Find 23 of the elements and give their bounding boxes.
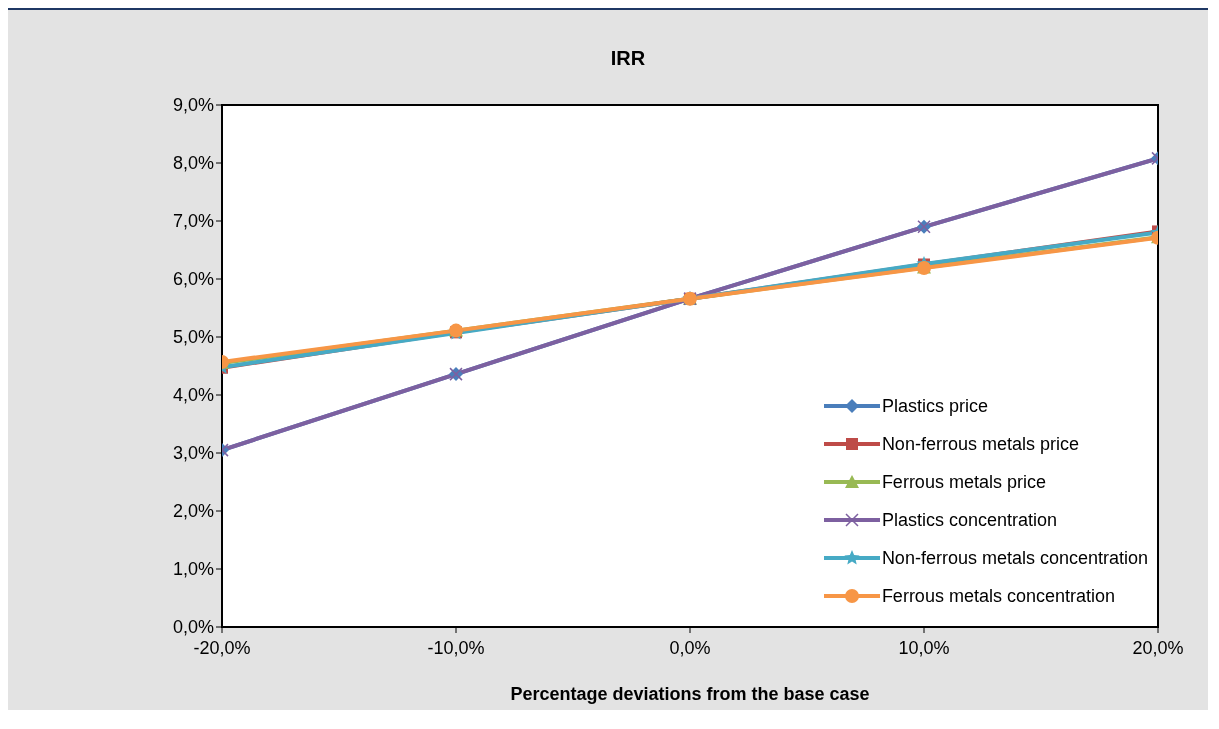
y-tick-label: 5,0% — [172, 327, 214, 348]
y-tick-label: 8,0% — [172, 153, 214, 174]
y-tick-label: 7,0% — [172, 211, 214, 232]
legend-label: Plastics concentration — [881, 509, 1057, 531]
x-tick-label: 10,0% — [898, 637, 950, 658]
y-tick-label: 1,0% — [172, 559, 214, 580]
legend-label: Non-ferrous metals price — [881, 433, 1079, 455]
legend-label: Ferrous metals price — [881, 471, 1046, 493]
legend-label: Plastics price — [881, 395, 988, 417]
y-tick-label: 0,0% — [172, 617, 214, 638]
y-tick-label: 2,0% — [172, 501, 214, 522]
chart-title: IRR — [610, 47, 646, 69]
x-tick-label: -20,0% — [193, 637, 251, 658]
x-axis-title: Percentage deviations from the base case — [510, 684, 870, 704]
y-tick-label: 9,0% — [172, 95, 214, 116]
x-tick-label: -10,0% — [427, 637, 485, 658]
x-tick-label: 20,0% — [1132, 637, 1184, 658]
legend-label: Non-ferrous metals concentration — [881, 547, 1148, 569]
y-tick-label: 6,0% — [172, 269, 214, 290]
y-tick-label: 4,0% — [172, 385, 214, 406]
y-tick-label: 3,0% — [172, 443, 214, 464]
legend-label: Ferrous metals concentration — [881, 585, 1115, 607]
x-tick-label: 0,0% — [669, 637, 711, 658]
